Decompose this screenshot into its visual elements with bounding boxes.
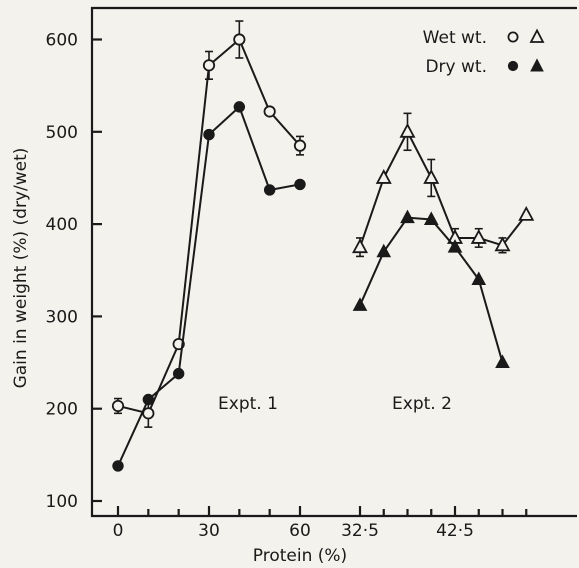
data-point xyxy=(400,209,415,224)
data-point xyxy=(233,101,246,113)
plot-frame xyxy=(90,6,577,518)
data-point xyxy=(233,33,246,46)
data-point xyxy=(203,128,215,141)
data-point xyxy=(112,460,124,472)
data-point xyxy=(375,169,392,184)
data-point xyxy=(494,236,511,252)
legend-marker xyxy=(530,58,544,72)
legend-marker xyxy=(507,31,519,43)
data-point xyxy=(399,122,416,138)
data-point xyxy=(470,229,487,244)
data-point xyxy=(111,399,125,413)
y-tick-label: 400 xyxy=(46,215,78,235)
series-line xyxy=(359,129,528,248)
data-point xyxy=(352,297,368,311)
data-point xyxy=(202,59,216,72)
legend-marker xyxy=(529,28,545,43)
y-tick-label: 600 xyxy=(46,31,78,51)
data-point xyxy=(142,393,155,406)
y-tick-label: 500 xyxy=(46,123,78,143)
data-point xyxy=(423,169,440,184)
data-point xyxy=(294,178,306,191)
y-tick-label: 100 xyxy=(46,492,78,512)
data-point xyxy=(471,271,487,285)
legend-label: Wet wt. xyxy=(423,28,487,48)
x-axis-label: Protein (%) xyxy=(253,546,347,566)
data-point xyxy=(293,139,307,152)
data-point xyxy=(423,211,439,225)
x-tick-label: 30 xyxy=(198,521,220,541)
x-tick-label: 0 xyxy=(113,521,124,541)
legend-marker xyxy=(507,60,519,72)
x-tick-label: 60 xyxy=(289,521,311,541)
data-point xyxy=(351,238,369,254)
y-tick-label: 300 xyxy=(46,307,78,327)
data-point xyxy=(142,407,155,420)
data-point xyxy=(263,184,276,196)
data-point xyxy=(263,105,276,118)
data-point xyxy=(447,239,463,253)
y-tick-label: 200 xyxy=(46,400,78,420)
panel-label: Expt. 1 xyxy=(218,394,278,414)
data-point xyxy=(495,354,510,369)
panel-label: Expt. 2 xyxy=(392,394,452,414)
data-point xyxy=(172,367,185,380)
legend-label: Dry wt. xyxy=(425,57,487,77)
data-point xyxy=(518,205,535,221)
data-point xyxy=(376,243,392,258)
y-axis-label: Gain in weight (%) (dry/wet) xyxy=(11,148,31,389)
x-tick-label: 32·5 xyxy=(341,521,379,541)
series-line xyxy=(117,37,301,415)
x-tick-label: 42·5 xyxy=(436,521,474,541)
